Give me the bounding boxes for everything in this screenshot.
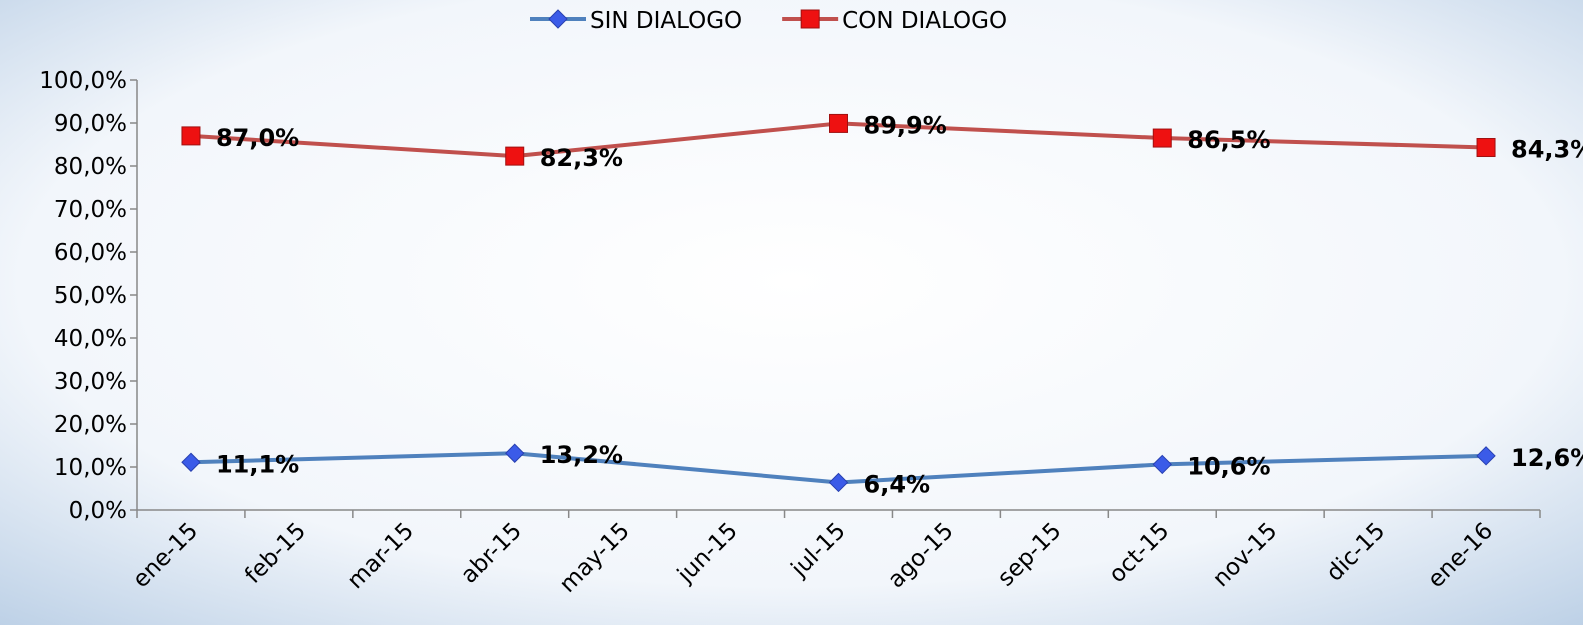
marker: [1476, 446, 1496, 466]
data-label: 12,6%: [1511, 444, 1583, 472]
data-label: 84,3%: [1511, 136, 1583, 164]
legend-label: CON DIALOGO: [842, 8, 1007, 34]
y-tick-label: 30,0%: [54, 369, 127, 395]
y-tick-label: 100,0%: [39, 68, 127, 94]
marker: [181, 452, 201, 472]
series-line: [190, 451, 515, 465]
marker: [1152, 454, 1172, 475]
series-line: [1162, 136, 1487, 150]
data-label: 11,1%: [216, 450, 299, 478]
data-label: 82,3%: [540, 144, 623, 172]
marker: [1152, 128, 1172, 148]
y-tick-label: 70,0%: [54, 197, 127, 223]
marker: [828, 472, 849, 493]
series-line: [838, 121, 1163, 141]
legend-label: SIN DIALOGO: [590, 8, 742, 34]
marker: [505, 146, 525, 166]
y-tick-label: 0,0%: [69, 498, 127, 524]
marker: [1476, 138, 1496, 158]
marker: [181, 126, 201, 146]
legend-marker: [800, 9, 820, 29]
series-line: [190, 133, 515, 159]
series-line: [514, 121, 839, 159]
data-label: 10,6%: [1187, 452, 1270, 480]
legend-marker: [548, 9, 568, 29]
series-line: [838, 462, 1163, 485]
data-label: 13,2%: [540, 441, 623, 469]
y-tick-label: 60,0%: [54, 240, 127, 266]
marker: [505, 443, 525, 463]
y-tick-label: 40,0%: [54, 326, 127, 352]
data-label: 86,5%: [1187, 126, 1270, 154]
series-line: [514, 451, 839, 485]
data-label: 89,9%: [864, 111, 947, 139]
marker: [829, 113, 848, 133]
y-tick-label: 90,0%: [54, 111, 127, 137]
y-tick-label: 50,0%: [54, 283, 127, 309]
data-label: 6,4%: [864, 470, 931, 498]
y-tick-label: 80,0%: [54, 154, 127, 180]
data-label: 87,0%: [216, 124, 299, 152]
y-tick-label: 10,0%: [54, 455, 127, 481]
y-tick-label: 20,0%: [54, 412, 127, 438]
series-line: [1162, 453, 1487, 467]
